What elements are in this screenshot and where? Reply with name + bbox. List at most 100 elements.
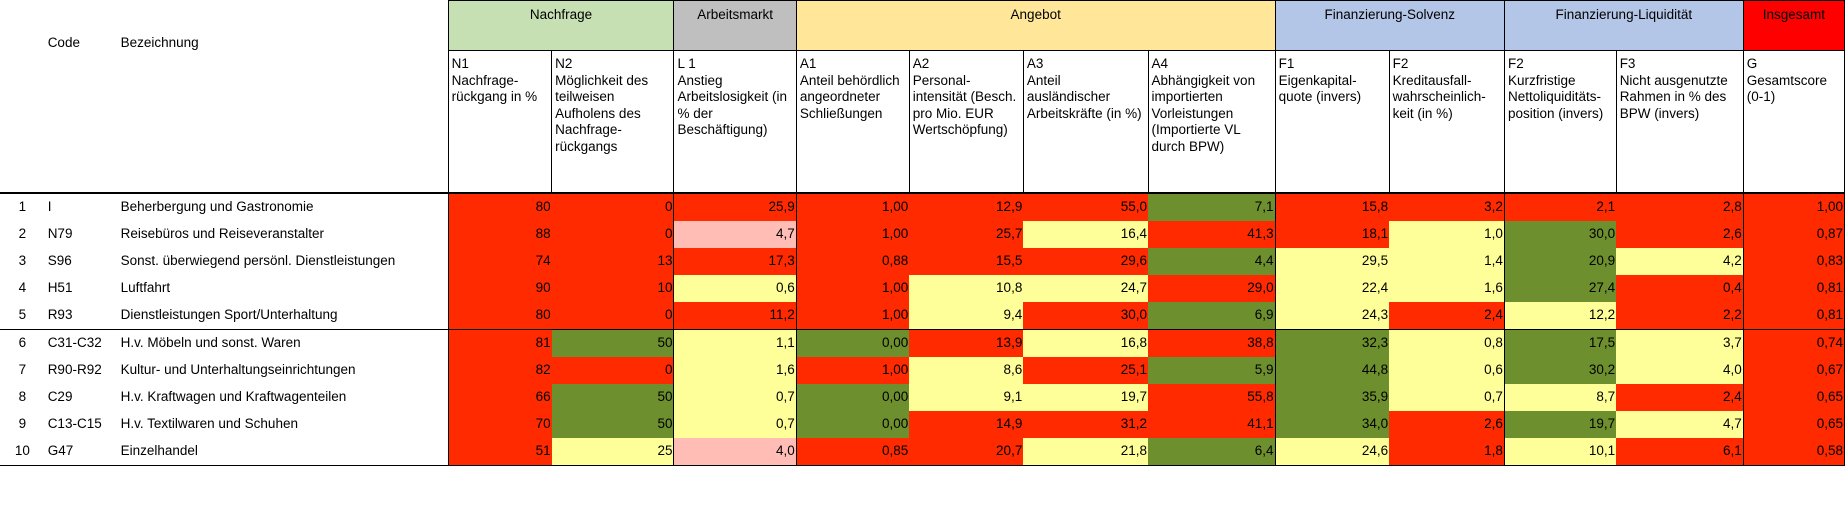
table-row: 8 C29 H.v. Kraftwagen und Kraftwagenteilen… (0, 383, 1845, 411)
column-header-f1: F1 Eigenkapital-quote (invers) (1275, 50, 1390, 188)
table-row: 2 N79 Reisebüros und Reiseveranstalter 88 0 4… (0, 220, 1845, 248)
sector-name: Einzelhandel (117, 437, 449, 466)
value-cell: 9,4 (909, 301, 1024, 329)
value-cell: 0,65 (1743, 410, 1845, 438)
value-cell: 1,00 (796, 220, 910, 248)
value-cell: 21,8 (1023, 437, 1148, 466)
value-cell: 41,3 (1148, 220, 1276, 248)
value-cell: 30,2 (1504, 356, 1617, 384)
value-cell: 4,4 (1148, 247, 1276, 275)
sector-code: N79 (47, 226, 73, 241)
row-number: 4 (18, 280, 27, 295)
value-cell: 15,5 (909, 247, 1024, 275)
value-cell: 13 (551, 247, 675, 275)
value-cell: 1,6 (1389, 274, 1505, 302)
value-cell: 80 (448, 301, 552, 329)
column-header-g: G Gesamtscore (0-1) (1743, 50, 1845, 188)
value-cell: 29,0 (1148, 274, 1276, 302)
column-header-f2-solvenz: F2 Kreditausfall-wahrscheinlich-keit (in … (1389, 50, 1505, 188)
group-finanzierung-liquiditaet: Finanzierung-Liquidität (1504, 0, 1744, 51)
column-header-a4: A4 Abhängigkeit von importierten Vorleist… (1148, 50, 1276, 188)
value-cell: 0,81 (1743, 301, 1845, 329)
sector-code: C31-C32 (44, 328, 118, 357)
column-header-l1: L 1 Anstieg Arbeitslosigkeit (in % der Be… (673, 50, 797, 188)
value-cell: 2,4 (1616, 383, 1744, 411)
value-cell: 10,1 (1504, 437, 1617, 466)
table-row: 3 S96 Sonst. überwiegend persönl. Dienstle… (0, 247, 1845, 275)
value-cell: 30,0 (1504, 220, 1617, 248)
group-nachfrage: Nachfrage (448, 0, 675, 51)
sector-name: Beherbergung und Gastronomie (117, 191, 449, 221)
sector-name: Sonst. überwiegend persönl. Dienstleistu… (117, 247, 449, 275)
value-cell: 2,6 (1616, 220, 1744, 248)
table-row: 4 H51 Luftfahrt 90 10 0,6 1,00 10,8 24,7 29,0 22,4… (0, 274, 1845, 302)
value-cell: 2,8 (1616, 191, 1744, 221)
value-cell: 1,0 (1389, 220, 1505, 248)
value-cell: 74 (448, 247, 552, 275)
value-cell: 25,7 (909, 220, 1024, 248)
value-cell: 35,9 (1275, 383, 1390, 411)
table-body: 1 I Beherbergung und Gastronomie 80 0 25,9 1,0… (0, 191, 1845, 466)
value-cell: 50 (551, 410, 675, 438)
value-cell: 38,8 (1148, 328, 1276, 357)
value-cell: 0,87 (1743, 220, 1845, 248)
row-number: 6 (0, 328, 45, 357)
value-cell: 19,7 (1504, 410, 1617, 438)
value-cell: 0 (551, 356, 675, 384)
table-row: 10 G47 Einzelhandel 51 25 4,0 0,85 20,7 21,8 6,4 2… (0, 437, 1845, 466)
sector-code: R90-R92 (47, 362, 102, 377)
table-row: 7 R90-R92 Kultur- und Unterhaltungseinrich… (0, 356, 1845, 384)
value-cell: 2,2 (1616, 301, 1744, 329)
column-header-a1: A1 Anteil behördlich angeordneter Schließ… (796, 50, 910, 188)
value-cell: 29,5 (1275, 247, 1390, 275)
value-cell: 0 (551, 301, 675, 329)
value-cell: 24,6 (1275, 437, 1390, 466)
column-header-a3: A3 Anteil ausländischer Arbeitskräfte (in… (1023, 50, 1149, 188)
value-cell: 0,83 (1743, 247, 1845, 275)
value-cell: 4,7 (673, 220, 797, 248)
value-cell: 1,00 (796, 301, 910, 329)
value-cell: 0,4 (1616, 274, 1744, 302)
value-cell: 1,00 (796, 274, 910, 302)
value-cell: 24,3 (1275, 301, 1390, 329)
value-cell: 3,2 (1389, 191, 1505, 221)
value-cell: 55,0 (1023, 191, 1148, 221)
value-cell: 41,1 (1148, 410, 1276, 438)
value-cell: 0,7 (1389, 383, 1505, 411)
value-cell: 30,0 (1023, 301, 1148, 329)
value-cell: 0,7 (673, 410, 797, 438)
value-cell: 25,9 (673, 191, 797, 221)
value-cell: 4,0 (673, 437, 797, 466)
value-cell: 82 (448, 356, 552, 384)
row-number: 10 (0, 437, 45, 466)
value-cell: 1,00 (796, 356, 910, 384)
sector-code: R93 (47, 307, 73, 322)
sector-code: H51 (47, 280, 73, 295)
value-cell: 1,1 (673, 328, 797, 357)
value-cell: 4,0 (1616, 356, 1744, 384)
value-cell: 3,7 (1616, 328, 1744, 357)
value-cell: 4,7 (1616, 410, 1744, 438)
value-cell: 10 (551, 274, 675, 302)
value-cell: 0 (551, 191, 675, 221)
value-cell: 24,7 (1023, 274, 1148, 302)
group-finanzierung-solvenz: Finanzierung-Solvenz (1275, 0, 1505, 51)
value-cell: 2,4 (1389, 301, 1505, 329)
name-header: Bezeichnung (117, 0, 449, 193)
column-header-row: N1 Nachfrage-rückgang in % N2 Möglichkeit … (0, 50, 1845, 188)
value-cell: 81 (448, 328, 552, 357)
value-cell: 22,4 (1275, 274, 1390, 302)
row-number: 1 (0, 191, 45, 221)
value-cell: 0,74 (1743, 328, 1845, 357)
value-cell: 18,1 (1275, 220, 1390, 248)
sector-name: Dienstleistungen Sport/Unterhaltung (117, 301, 449, 329)
value-cell: 50 (551, 328, 675, 357)
column-header-f3: F3 Nicht ausgenutzte Rahmen in % des BPW … (1616, 50, 1744, 188)
value-cell: 0,67 (1743, 356, 1845, 384)
value-cell: 44,8 (1275, 356, 1390, 384)
value-cell: 19,7 (1023, 383, 1148, 411)
value-cell: 0 (551, 220, 675, 248)
value-cell: 11,2 (673, 301, 797, 329)
sector-code: C29 (47, 389, 73, 404)
value-cell: 12,9 (909, 191, 1024, 221)
